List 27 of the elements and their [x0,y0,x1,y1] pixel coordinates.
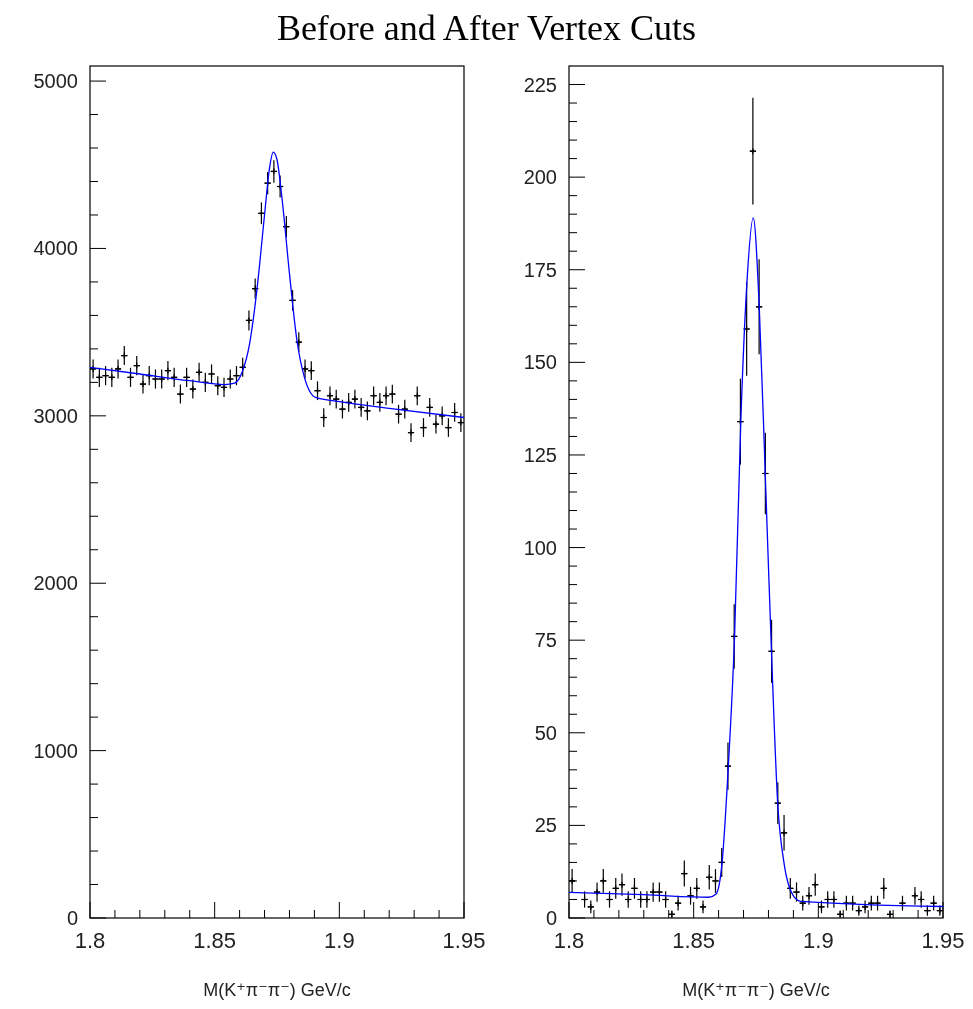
x-tick-label: 1.8 [74,928,106,953]
y-tick-label: 50 [534,721,557,744]
y-tick-label: 200 [523,166,557,189]
y-tick-label: 25 [534,814,557,837]
chart-title: Before and After Vertex Cuts [276,8,697,48]
y-tick-label: 5000 [33,70,78,93]
y-tick-label: 75 [534,629,557,652]
y-tick-label: 2000 [33,572,78,595]
x-tick-label: 1.8 [553,928,585,953]
y-tick-label: 225 [523,73,557,96]
y-tick-label: 150 [523,351,557,374]
x-tick-label: 1.85 [193,928,237,953]
y-tick-label: 175 [523,258,557,281]
x-tick-label: 1.95 [921,928,965,953]
x-tick-label: 1.9 [803,928,834,953]
x-axis-title: M(K⁺π⁻π⁻) GeV/c [203,980,351,1000]
y-tick-label: 125 [523,443,557,466]
y-tick-label: 0 [66,907,78,929]
y-tick-label: 4000 [33,237,78,260]
x-tick-label: 1.85 [672,928,716,953]
y-tick-label: 1000 [33,739,78,762]
y-tick-label: 100 [523,536,557,559]
x-tick-label: 1.95 [442,928,486,953]
y-tick-label: 0 [545,907,557,929]
y-tick-label: 3000 [33,404,78,427]
x-tick-label: 1.9 [324,928,355,953]
x-axis-title: M(K⁺π⁻π⁻) GeV/c [682,980,830,1000]
